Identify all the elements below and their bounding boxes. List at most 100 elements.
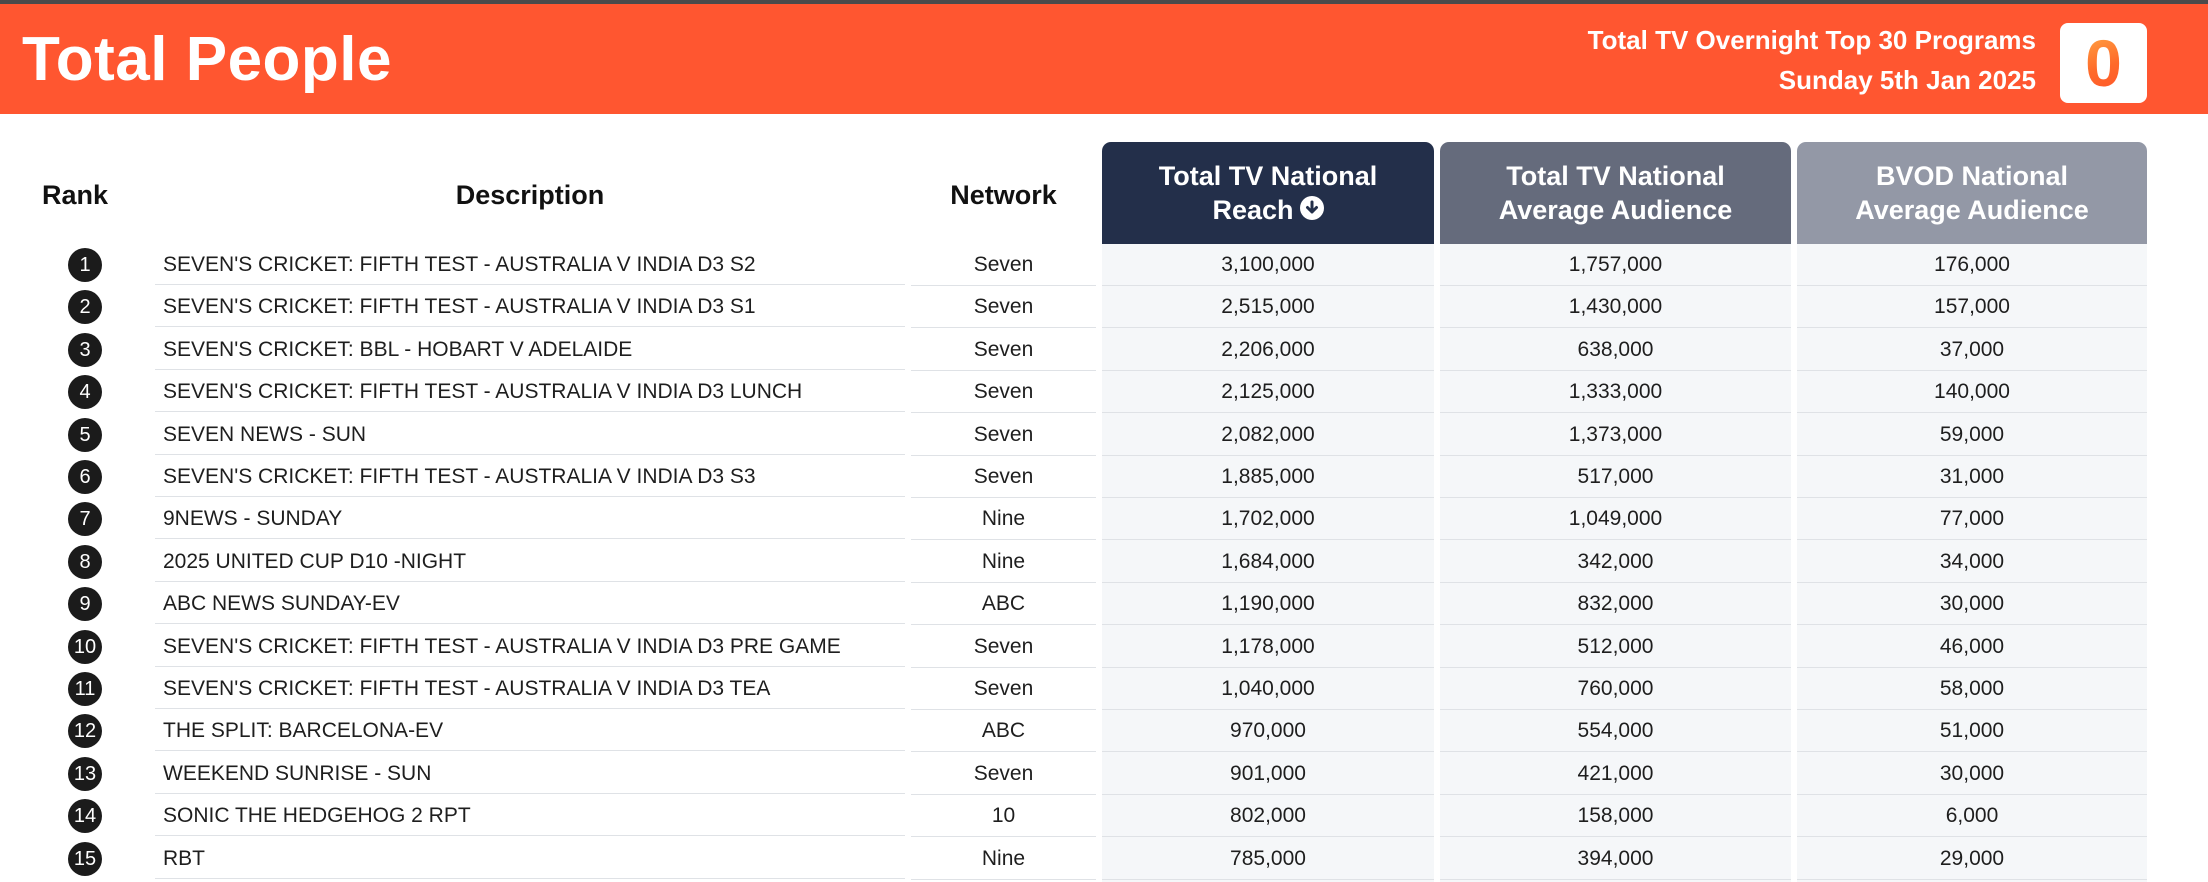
network-cell: Seven — [911, 329, 1096, 371]
rank-badge: 1 — [68, 248, 102, 282]
rank-badge: 10 — [68, 629, 102, 664]
table-row[interactable]: 2 SEVEN'S CRICKET: FIFTH TEST - AUSTRALIA… — [0, 286, 2208, 329]
table-row[interactable]: 13 WEEKEND SUNRISE - SUN Seven 901,000 421,0… — [0, 753, 2208, 795]
bvod-cell: 31,000 — [1797, 456, 2147, 498]
bvod-cell: 6,000 — [1797, 795, 2147, 838]
bvod-cell: 30,000 — [1797, 753, 2147, 795]
rank-badge: 5 — [68, 417, 102, 452]
avg-audience-cell: 1,757,000 — [1440, 244, 1791, 286]
description-cell: SEVEN'S CRICKET: FIFTH TEST - AUSTRALIA … — [155, 286, 905, 328]
network-cell: Seven — [911, 286, 1096, 329]
table-row[interactable]: 11 SEVEN'S CRICKET: FIFTH TEST - AUSTRALI… — [0, 668, 2208, 710]
network-cell: Seven — [911, 626, 1096, 668]
bvod-cell: 30,000 — [1797, 583, 2147, 626]
bvod-cell: 176,000 — [1797, 244, 2147, 286]
reach-cell: 1,178,000 — [1102, 626, 1434, 668]
avg-audience-cell: 394,000 — [1440, 838, 1791, 880]
avg-audience-cell: 1,049,000 — [1440, 498, 1791, 541]
avg-header-line1: Total TV National — [1506, 161, 1725, 191]
rank-badge: 6 — [68, 460, 102, 494]
reach-header-line1: Total TV National — [1158, 161, 1378, 191]
reach-cell: 785,000 — [1102, 838, 1434, 880]
reach-cell: 2,082,000 — [1102, 414, 1434, 456]
network-cell: Seven — [911, 753, 1096, 795]
description-cell: SEVEN'S CRICKET: FIFTH TEST - AUSTRALIA … — [155, 668, 905, 709]
avg-audience-cell: 421,000 — [1440, 753, 1791, 795]
description-cell: SEVEN'S CRICKET: BBL - HOBART V ADELAIDE — [155, 329, 905, 370]
network-cell: 10 — [911, 795, 1096, 838]
reach-cell: 2,206,000 — [1102, 329, 1434, 371]
report-name: Total TV Overnight Top 30 Programs — [1587, 25, 2036, 55]
reach-header-line2: Reach — [1212, 195, 1294, 225]
header-banner: Total People Total TV Overnight Top 30 P… — [0, 4, 2208, 114]
table-row[interactable]: 7 9NEWS - SUNDAY Nine 1,702,000 1,049,000 77,… — [0, 498, 2208, 541]
network-cell: ABC — [911, 583, 1096, 626]
table-row[interactable]: 5 SEVEN NEWS - SUN Seven 2,082,000 1,373,000… — [0, 414, 2208, 456]
avg-audience-cell: 1,333,000 — [1440, 371, 1791, 414]
description-cell: ABC NEWS SUNDAY-EV — [155, 583, 905, 625]
network-cell: Seven — [911, 668, 1096, 710]
network-cell: Seven — [911, 456, 1096, 498]
rank-badge: 11 — [68, 672, 102, 706]
description-cell: SEVEN NEWS - SUN — [155, 414, 905, 455]
reach-cell: 1,190,000 — [1102, 583, 1434, 626]
rank-badge: 3 — [68, 332, 102, 367]
reach-cell: 1,040,000 — [1102, 668, 1434, 710]
brand-logo-glyph: 0 — [2085, 23, 2122, 103]
description-column-header: Description — [455, 180, 605, 210]
table-row[interactable]: 9 ABC NEWS SUNDAY-EV ABC 1,190,000 832,000 30… — [0, 583, 2208, 626]
bvod-header-line2: Average Audience — [1855, 195, 2089, 225]
top-border — [0, 0, 2208, 4]
page-title: Total People — [22, 25, 393, 94]
brand-logo: 0 — [2060, 23, 2147, 103]
avg-audience-cell: 517,000 — [1440, 456, 1791, 498]
table-row[interactable]: 10 SEVEN'S CRICKET: FIFTH TEST - AUSTRALI… — [0, 626, 2208, 668]
description-cell: WEEKEND SUNRISE - SUN — [155, 753, 905, 794]
reach-column-header[interactable]: Total TV National Reach — [1102, 142, 1434, 244]
reach-cell: 802,000 — [1102, 795, 1434, 838]
bvod-cell: 157,000 — [1797, 286, 2147, 329]
description-cell: SEVEN'S CRICKET: FIFTH TEST - AUSTRALIA … — [155, 626, 905, 667]
table-row[interactable]: 1 SEVEN'S CRICKET: FIFTH TEST - AUSTRALIA… — [0, 244, 2208, 286]
avg-header-line2: Average Audience — [1498, 195, 1733, 225]
description-cell: SEVEN'S CRICKET: FIFTH TEST - AUSTRALIA … — [155, 456, 905, 497]
table-row[interactable]: 15 RBT Nine 785,000 394,000 29,000 — [0, 838, 2208, 880]
network-cell: Nine — [911, 541, 1096, 583]
table-row[interactable]: 4 SEVEN'S CRICKET: FIFTH TEST - AUSTRALIA… — [0, 371, 2208, 414]
report-date: Sunday 5th Jan 2025 — [1778, 65, 2036, 95]
avg-audience-cell: 832,000 — [1440, 583, 1791, 626]
avg-audience-column-header[interactable]: Total TV National Average Audience — [1440, 142, 1791, 244]
table-row[interactable]: 6 SEVEN'S CRICKET: FIFTH TEST - AUSTRALIA… — [0, 456, 2208, 498]
description-cell: RBT — [155, 838, 905, 879]
bvod-cell: 59,000 — [1797, 414, 2147, 456]
arrow-down-circle-icon[interactable] — [1299, 196, 1324, 220]
rank-column-header: Rank — [41, 180, 109, 210]
reach-cell: 970,000 — [1102, 710, 1434, 753]
rank-badge: 9 — [68, 587, 102, 622]
avg-audience-cell: 1,373,000 — [1440, 414, 1791, 456]
bvod-cell: 140,000 — [1797, 371, 2147, 414]
avg-audience-cell: 638,000 — [1440, 329, 1791, 371]
avg-column-shade — [1440, 244, 1791, 882]
reach-cell: 1,702,000 — [1102, 498, 1434, 541]
bvod-cell: 29,000 — [1797, 838, 2147, 880]
reach-cell: 2,515,000 — [1102, 286, 1434, 329]
rank-badge: 13 — [68, 756, 102, 791]
rank-badge: 8 — [68, 544, 102, 579]
table-row[interactable]: 14 SONIC THE HEDGEHOG 2 RPT 10 802,000 158,0… — [0, 795, 2208, 838]
table-row[interactable]: 8 2025 UNITED CUP D10 -NIGHT Nine 1,684,000… — [0, 541, 2208, 583]
bvod-cell: 58,000 — [1797, 668, 2147, 710]
bvod-column-header[interactable]: BVOD National Average Audience — [1797, 142, 2147, 244]
bvod-column-shade — [1797, 244, 2147, 882]
description-cell: SEVEN'S CRICKET: FIFTH TEST - AUSTRALIA … — [155, 371, 905, 413]
description-cell: 9NEWS - SUNDAY — [155, 498, 905, 540]
avg-audience-cell: 1,430,000 — [1440, 286, 1791, 329]
network-cell: Seven — [911, 414, 1096, 456]
table-row[interactable]: 12 THE SPLIT: BARCELONA-EV ABC 970,000 554,0… — [0, 710, 2208, 753]
bvod-cell: 77,000 — [1797, 498, 2147, 541]
bvod-cell: 46,000 — [1797, 626, 2147, 668]
table-row[interactable]: 3 SEVEN'S CRICKET: BBL - HOBART V ADELAID… — [0, 329, 2208, 371]
description-cell: SONIC THE HEDGEHOG 2 RPT — [155, 795, 905, 837]
bvod-cell: 34,000 — [1797, 541, 2147, 583]
avg-audience-cell: 554,000 — [1440, 710, 1791, 753]
